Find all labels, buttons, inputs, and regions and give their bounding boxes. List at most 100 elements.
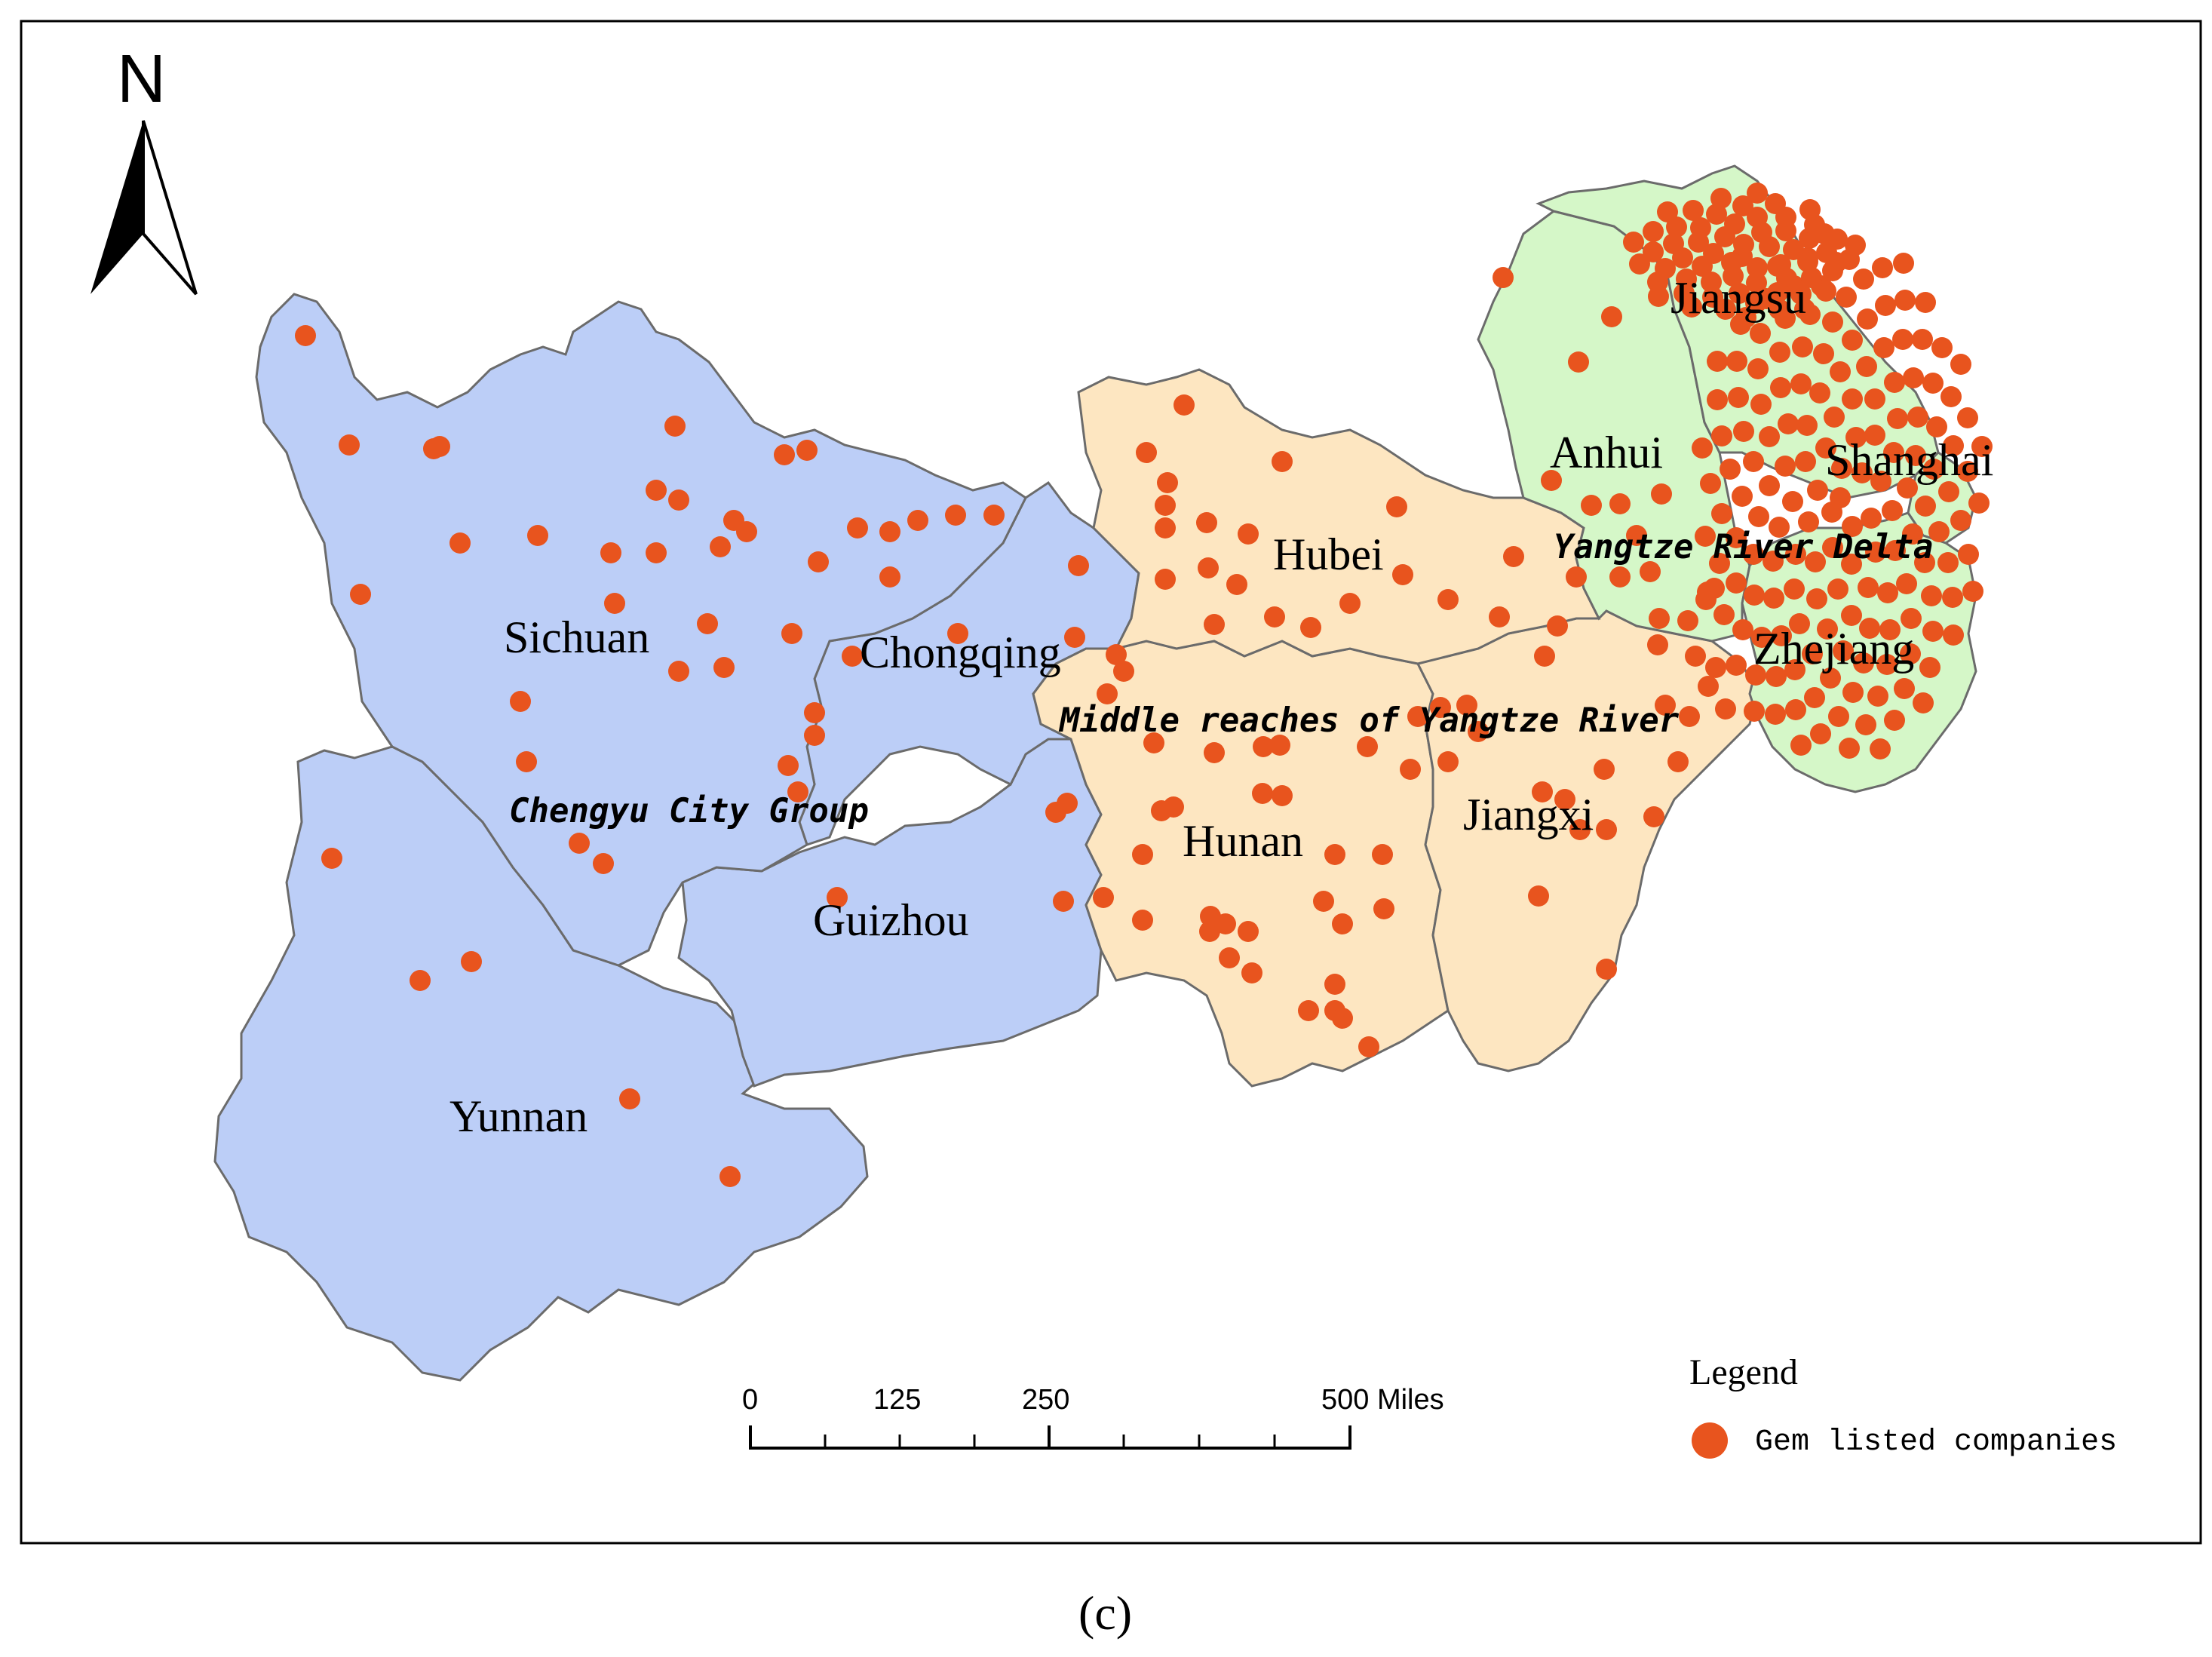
company-dot: [1386, 496, 1407, 517]
company-dot: [1692, 256, 1713, 277]
company-dot: [1596, 819, 1617, 840]
company-dot: [1437, 751, 1459, 772]
company-dot: [1968, 492, 1990, 514]
company-dot: [1903, 367, 1924, 388]
company-dot: [1707, 351, 1728, 372]
company-dot: [1173, 394, 1195, 416]
company-dot: [1640, 561, 1661, 582]
company-dot: [1883, 442, 1904, 463]
company-dot: [1143, 732, 1164, 753]
company-dot: [1626, 525, 1647, 546]
company-dot: [1770, 377, 1791, 398]
company-dot: [1339, 593, 1361, 614]
label-hunan: Hunan: [1183, 816, 1303, 866]
company-dot: [1789, 613, 1810, 634]
label-yangtze-river-delta: Yangtze River Delta: [1554, 528, 1933, 566]
company-dot: [1769, 342, 1790, 363]
company-dot: [1253, 736, 1274, 757]
company-dot: [1766, 666, 1787, 687]
company-dot: [1711, 503, 1732, 524]
company-dot: [1870, 471, 1891, 492]
map-frame: [20, 20, 2202, 1545]
company-dot: [1113, 661, 1134, 682]
company-dot: [1797, 251, 1818, 272]
company-dot: [1357, 736, 1378, 757]
company-dot: [1842, 330, 1863, 351]
company-dot: [1313, 891, 1334, 912]
company-dot: [947, 623, 968, 644]
company-dot: [1875, 295, 1896, 316]
company-dot: [1815, 281, 1836, 302]
company-dot: [1204, 742, 1225, 763]
company-dot: [604, 593, 625, 614]
company-dot: [1750, 394, 1772, 415]
company-dot: [778, 755, 799, 776]
company-dot: [664, 416, 686, 437]
company-dot: [1093, 887, 1114, 908]
company-dot: [1430, 697, 1451, 718]
company-dot: [1885, 540, 1906, 561]
company-dot: [1106, 644, 1127, 665]
company-dot: [1915, 496, 1936, 517]
company-dot: [1747, 257, 1768, 278]
central-region: [1032, 368, 1759, 1088]
company-dot: [527, 525, 548, 546]
company-dot: [1765, 704, 1786, 725]
company-dot: [1269, 735, 1290, 756]
company-dot: [1685, 646, 1706, 667]
company-dot: [1807, 480, 1828, 501]
company-dot: [1743, 544, 1764, 565]
company-dot: [1136, 442, 1157, 463]
company-dot: [1623, 232, 1644, 253]
company-dot: [1842, 516, 1863, 537]
company-dot: [1853, 652, 1874, 674]
company-dot: [1922, 621, 1944, 642]
company-dot: [697, 613, 718, 634]
company-dot: [1873, 337, 1894, 358]
company-dot: [1950, 510, 1971, 531]
company-dot: [1884, 710, 1905, 731]
company-dot: [1493, 267, 1514, 288]
company-dot: [1876, 654, 1898, 675]
label-hubei: Hubei: [1273, 529, 1384, 579]
company-dot: [1272, 785, 1293, 806]
company-dot: [410, 970, 431, 991]
company-dot: [1950, 354, 1971, 375]
company-dot: [1132, 910, 1153, 931]
company-dot: [1896, 573, 1917, 594]
company-dot: [510, 691, 531, 712]
company-dot: [1759, 426, 1780, 447]
company-dot: [1706, 204, 1727, 225]
company-dot: [1971, 436, 1993, 457]
company-dot: [1893, 253, 1914, 274]
company-dot: [1532, 781, 1553, 802]
sichuan-province: [255, 293, 1027, 967]
company-dot: [1827, 578, 1848, 600]
company-dot: [1919, 657, 1940, 678]
label-jiangxi: Jiangxi: [1463, 790, 1594, 839]
company-dot: [1657, 201, 1678, 222]
company-dot: [1713, 604, 1735, 625]
company-dot: [1858, 577, 1879, 598]
company-dot: [1822, 537, 1843, 558]
company-dot: [1735, 307, 1756, 328]
scale-bar: 0 125 250 500 Miles: [742, 1384, 1444, 1450]
company-dots: [295, 183, 1993, 1187]
company-dot: [804, 725, 825, 746]
label-anhui: Anhui: [1550, 428, 1663, 477]
company-dot: [1733, 421, 1754, 442]
company-dot: [1226, 574, 1247, 595]
company-dot: [774, 444, 795, 465]
company-dot: [1943, 435, 1964, 456]
company-dot: [1841, 605, 1862, 626]
company-dot: [1864, 388, 1885, 410]
legend-title: Legend: [1689, 1352, 1798, 1392]
company-dot: [1729, 283, 1750, 304]
company-dot: [1857, 308, 1878, 330]
company-dot: [1667, 751, 1689, 772]
company-dot: [1882, 500, 1903, 521]
company-dot: [1705, 657, 1726, 678]
company-dot: [1663, 233, 1684, 254]
company-dot: [1827, 229, 1848, 250]
